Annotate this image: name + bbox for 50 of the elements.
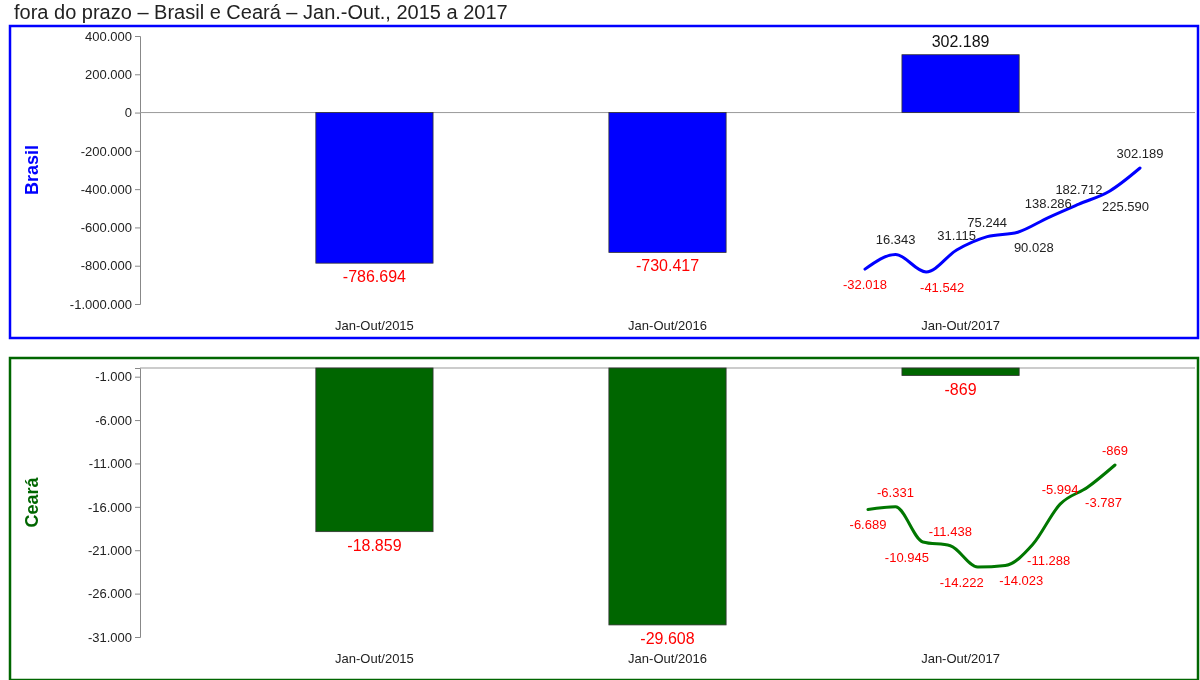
data-label: 302.189: [931, 32, 990, 50]
y-tick-label: 200.000: [85, 66, 132, 82]
y-tick-label: -6.000: [95, 412, 132, 428]
data-label: -32.018: [842, 277, 888, 293]
data-label: -3.787: [1085, 495, 1122, 511]
data-label: -14.023: [999, 573, 1044, 589]
x-tick-label: Jan-Out/2015: [335, 318, 414, 333]
y-tick-label: -11.000: [88, 456, 132, 472]
data-label: -14.222: [939, 575, 984, 590]
data-label: -29.608: [640, 629, 695, 647]
data-label: 302.189: [1116, 146, 1164, 161]
data-label: -11.438: [928, 523, 972, 539]
data-label: -730.417: [635, 257, 700, 275]
data-label: -5.994: [1041, 482, 1079, 498]
data-label: 90.028: [1013, 240, 1054, 256]
x-tick-label: Jan-Out/2015: [335, 651, 414, 666]
data-label: -869: [1101, 443, 1129, 458]
data-label: -18.859: [347, 536, 402, 554]
data-label: -41.542: [920, 280, 965, 295]
x-tick-label: Jan-Out/2017: [921, 318, 1000, 333]
y-tick-label: -400.000: [80, 181, 132, 197]
data-label: 16.343: [875, 232, 916, 248]
y-tick-label: -200.000: [80, 143, 132, 159]
y-tick-label: -800.000: [80, 258, 132, 274]
y-tick-label: 400.000: [85, 28, 132, 44]
data-label: -869: [944, 380, 977, 398]
y-tick-label: -21.000: [87, 542, 132, 558]
data-label: -11.288: [1027, 552, 1071, 568]
data-label: -10.945: [884, 549, 929, 565]
y-tick-label: -600.000: [80, 220, 132, 236]
x-tick-label: Jan-Out/2016: [628, 651, 707, 666]
data-label: 31.115: [937, 228, 977, 244]
y-tick-label: -26.000: [87, 586, 132, 602]
y-axis-title: Ceará: [22, 476, 42, 528]
data-label: 138.286: [1024, 195, 1072, 211]
y-tick-label: 0: [124, 105, 132, 121]
data-label: 182.712: [1055, 182, 1103, 198]
y-tick-label: -16.000: [87, 499, 132, 515]
y-tick-label: -1.000: [95, 369, 132, 385]
data-label: 75.244: [967, 214, 1008, 230]
x-tick-label: Jan-Out/2017: [921, 651, 1000, 666]
x-tick-label: Jan-Out/2016: [628, 318, 707, 333]
data-label: -786.694: [342, 268, 407, 286]
data-label: -6.331: [877, 484, 914, 500]
y-tick-label: -1.000.000: [69, 296, 132, 312]
y-tick-label: -31.000: [87, 629, 132, 645]
data-label: 225.590: [1101, 199, 1149, 215]
y-axis-title: Brasil: [22, 144, 42, 196]
chart-title: fora do prazo – Brasil e Ceará – Jan.-Out., 2015 a 2017: [14, 1, 508, 23]
data-label: -6.689: [849, 517, 887, 533]
